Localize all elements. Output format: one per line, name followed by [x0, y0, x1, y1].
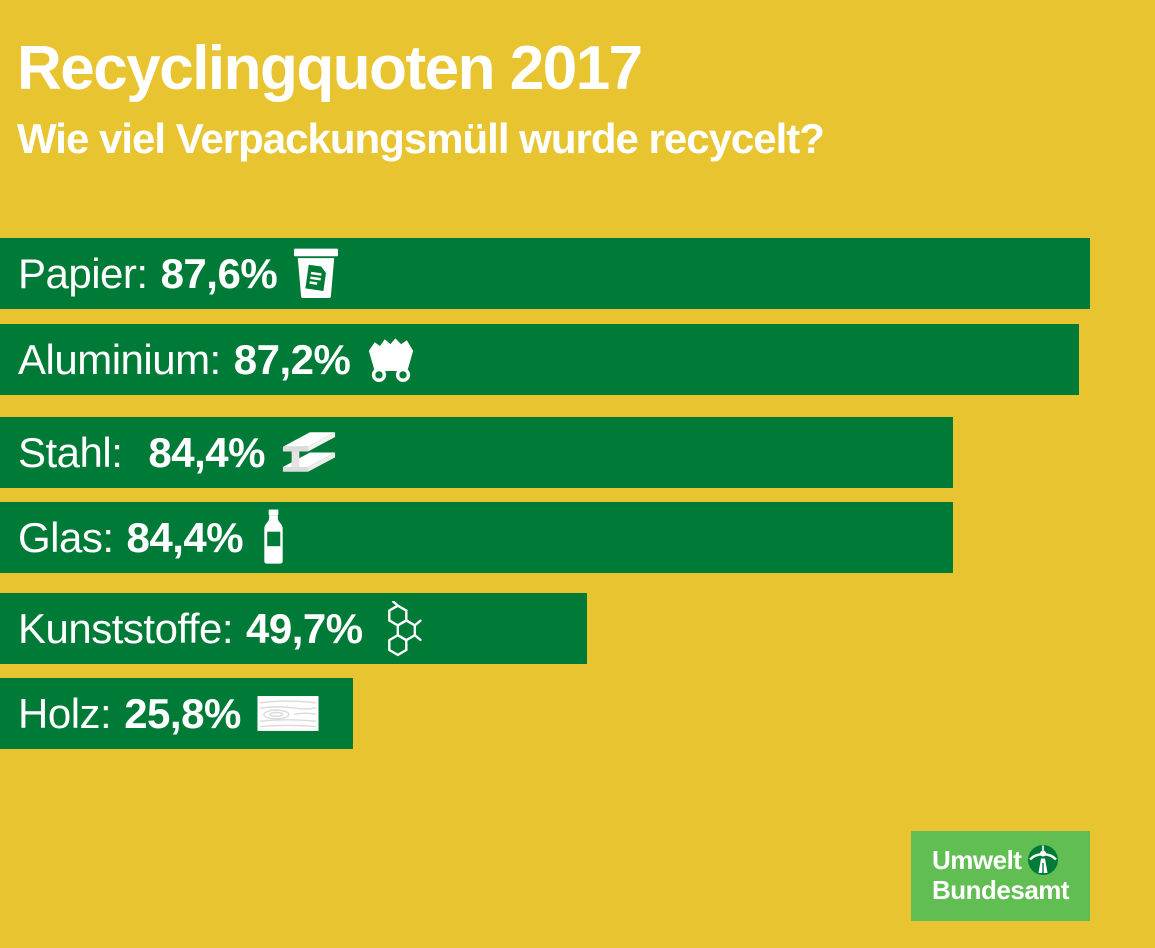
- bar-value-kunststoffe: 49,7%: [246, 604, 363, 652]
- bar-value-papier: 87,6%: [160, 249, 278, 297]
- bar-value-aluminium: 87,2%: [233, 335, 351, 383]
- bar-aluminium: Aluminium: 87,2%: [0, 324, 1079, 395]
- logo-text-umwelt: Umwelt: [932, 845, 1022, 875]
- page-title: Recyclingquoten 2017: [17, 34, 643, 103]
- bar-label-aluminium: Aluminium:: [18, 335, 221, 383]
- umweltbundesamt-logo: Umwelt Bundesamt: [911, 831, 1090, 921]
- bar-holz: Holz: 25,8%: [0, 678, 353, 749]
- bar-glas: Glas: 84,4%: [0, 502, 953, 573]
- bar-label-glas: Glas:: [18, 513, 114, 561]
- bar-label-kunststoffe: Kunststoffe:: [18, 604, 234, 652]
- bar-stahl: Stahl: 84,4%: [0, 417, 953, 488]
- wood-plank-icon: [257, 695, 319, 732]
- bar-value-glas: 84,4%: [126, 513, 244, 561]
- bar-papier: Papier: 87,6%: [0, 238, 1090, 309]
- paper-bin-icon: [293, 247, 339, 300]
- logo-text-bundesamt: Bundesamt: [932, 875, 1070, 905]
- aluminium-cart-icon: [366, 335, 416, 384]
- bar-label-holz: Holz:: [18, 689, 112, 737]
- bar-value-stahl: 84,4%: [148, 428, 265, 476]
- bar-label-stahl: Stahl:: [18, 428, 123, 476]
- bar-value-holz: 25,8%: [124, 689, 241, 737]
- bar-label-papier: Papier:: [18, 249, 148, 297]
- bar-kunststoffe: Kunststoffe: 49,7%: [0, 593, 587, 664]
- plastic-molecule-icon: [379, 600, 427, 657]
- page-subtitle: Wie viel Verpackungsmüll wurde recycelt?: [17, 115, 825, 162]
- uba-emblem-icon: [1028, 845, 1059, 875]
- glass-bottle-icon: [259, 509, 288, 566]
- steel-beam-icon: [281, 428, 337, 477]
